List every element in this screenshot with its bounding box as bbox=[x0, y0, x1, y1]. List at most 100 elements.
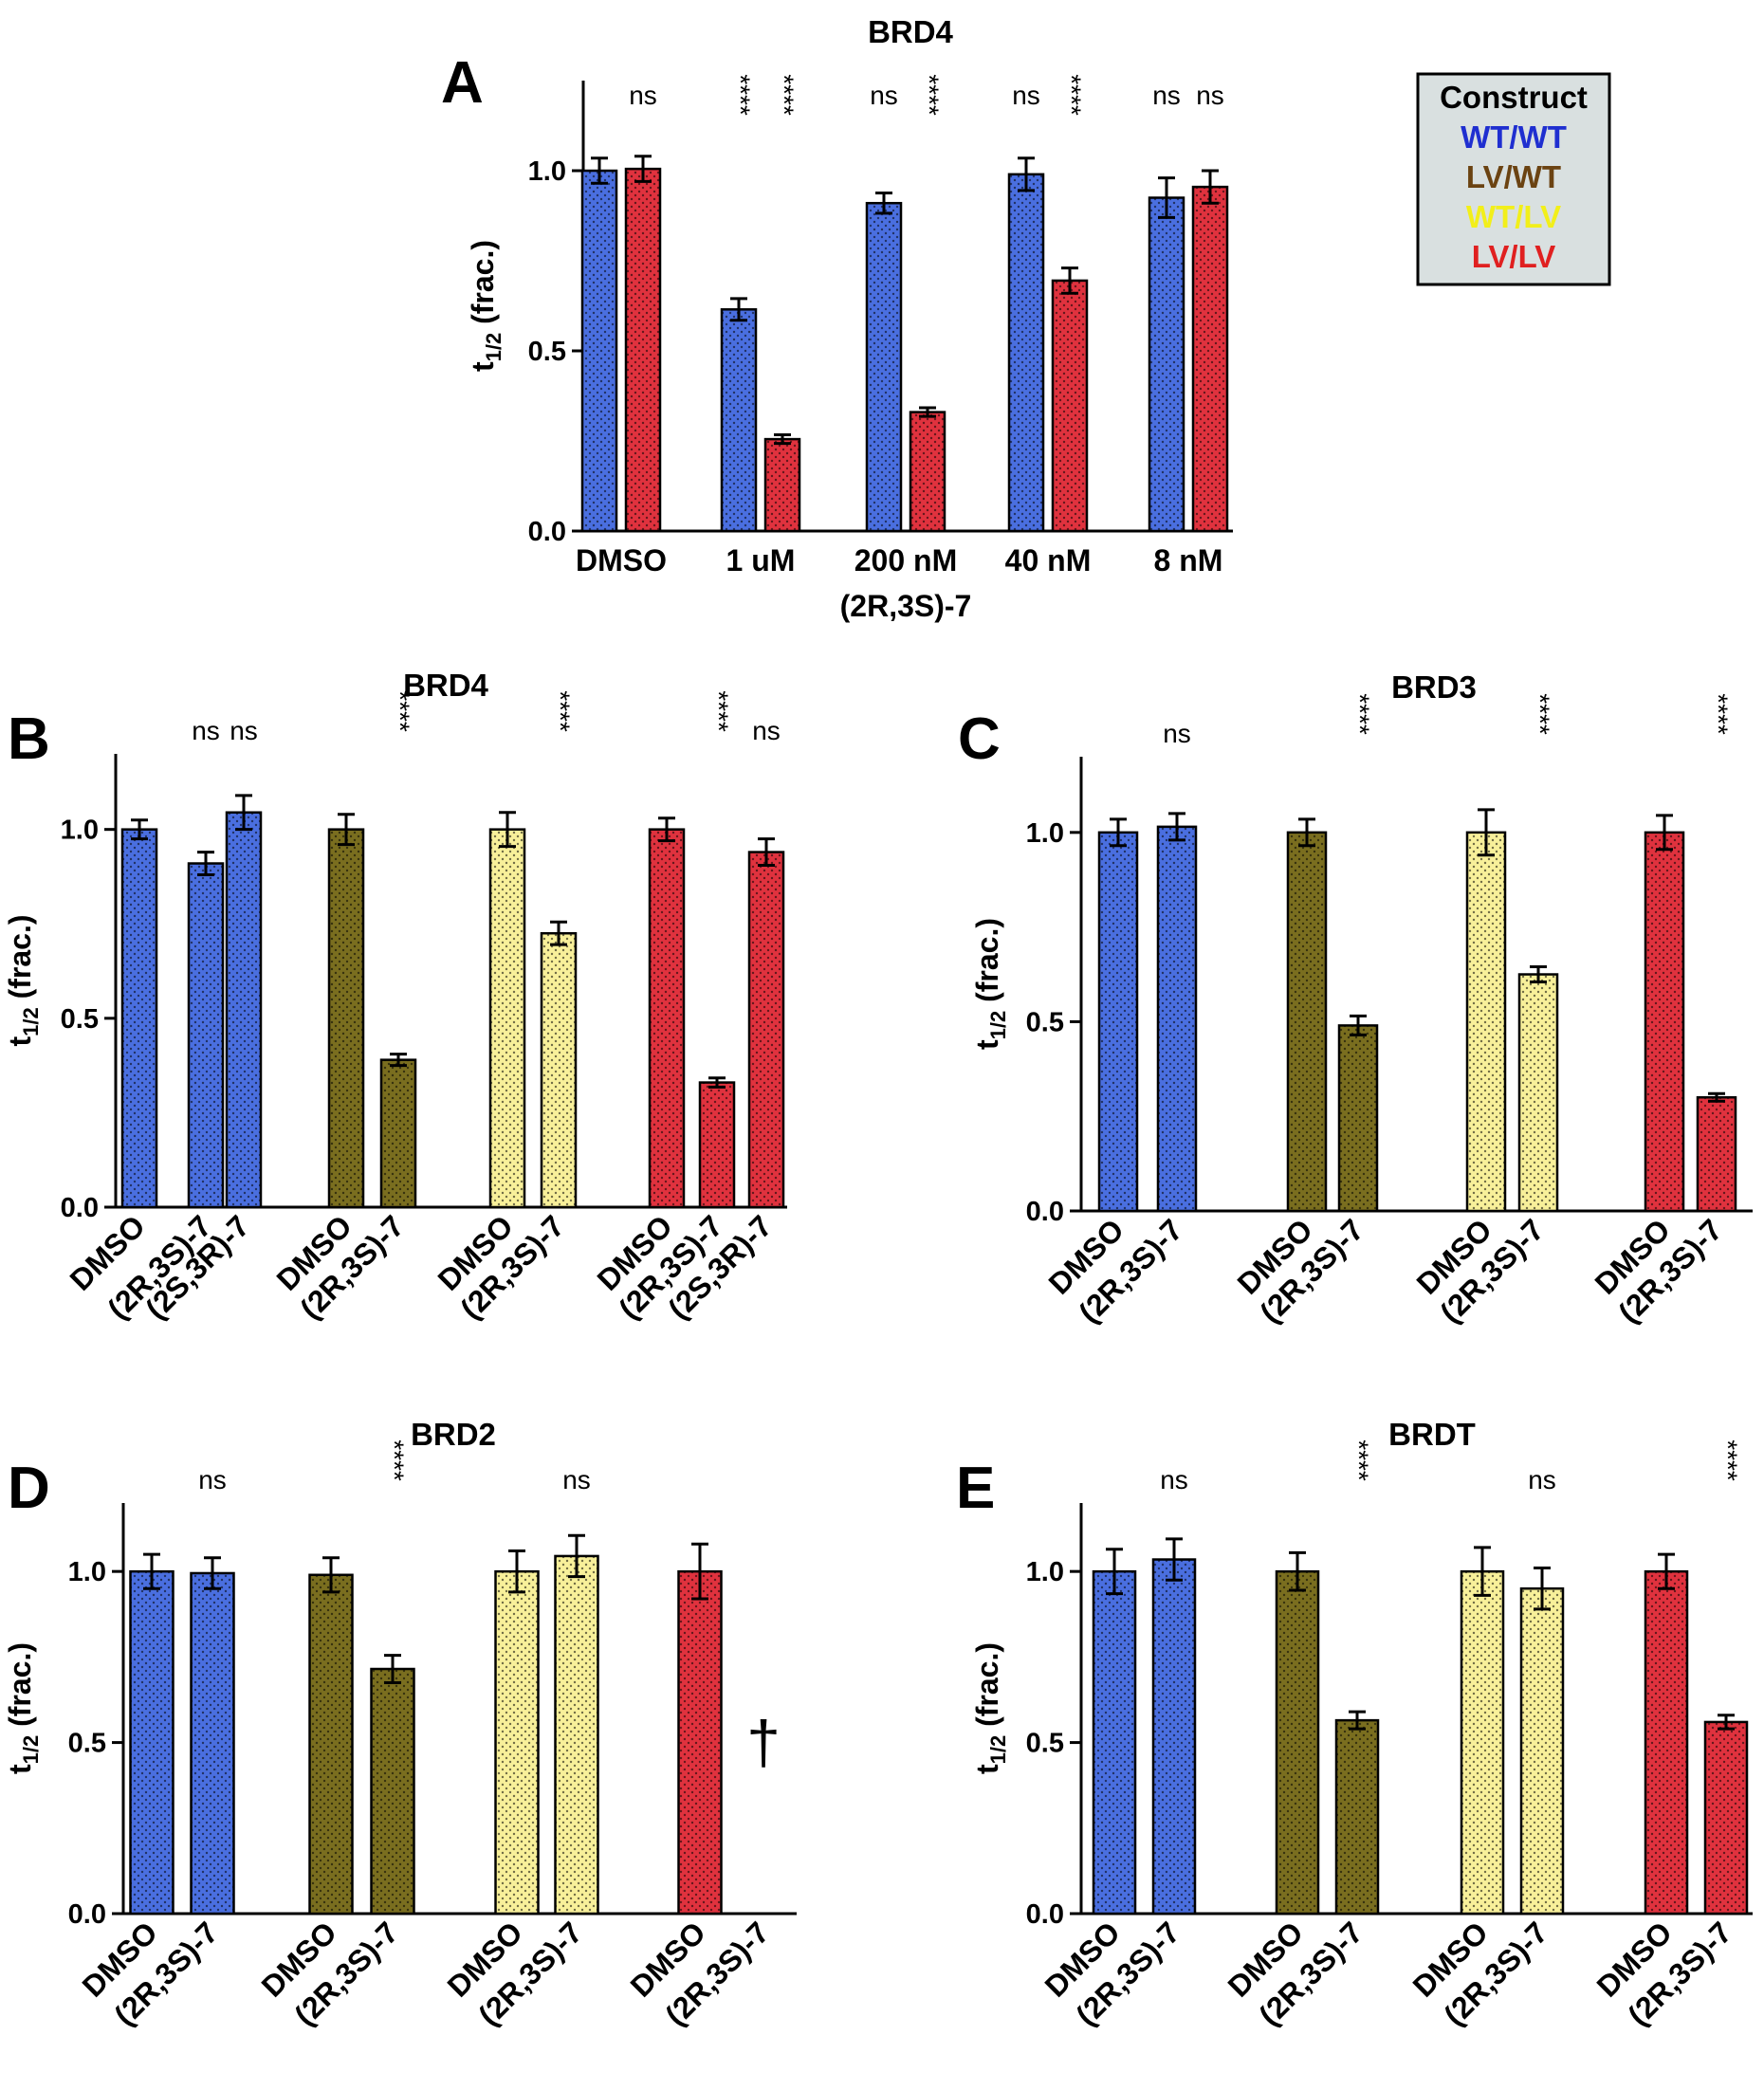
bar-pattern bbox=[1153, 1559, 1195, 1914]
bar-pattern bbox=[1009, 174, 1043, 532]
y-axis-label-main: t bbox=[970, 1039, 1004, 1050]
significance-label: ns bbox=[629, 81, 657, 110]
bar-pattern bbox=[1521, 1588, 1563, 1914]
y-axis-label-main: t bbox=[3, 1764, 37, 1774]
y-axis-label-rest: (frac.) bbox=[3, 1642, 37, 1735]
y-axis-label-sub: 1/2 bbox=[986, 1011, 1010, 1040]
bar-pattern bbox=[1288, 832, 1326, 1211]
panel-letter: C bbox=[958, 706, 1001, 772]
panel-title: BRDT bbox=[1388, 1417, 1476, 1452]
bar-pattern bbox=[1099, 832, 1137, 1211]
bar-pattern bbox=[1519, 974, 1557, 1211]
bar-pattern bbox=[1158, 826, 1196, 1211]
bar-pattern bbox=[1645, 1571, 1687, 1914]
bar-pattern bbox=[1336, 1720, 1378, 1914]
significance-label: ns bbox=[198, 1465, 227, 1494]
y-axis-label-main: t bbox=[3, 1036, 37, 1047]
panel-title: BRD4 bbox=[868, 14, 953, 49]
significance-label: ns bbox=[1196, 81, 1224, 110]
significance-label: ns bbox=[1163, 719, 1191, 748]
bar-pattern bbox=[1053, 280, 1087, 531]
significance-label: ns bbox=[1012, 81, 1040, 110]
y-tick-label: 1.0 bbox=[68, 1557, 106, 1587]
legend-entry: LV/LV bbox=[1472, 239, 1556, 274]
y-axis-label-sub: 1/2 bbox=[19, 1007, 43, 1036]
significance-label: **** bbox=[1346, 693, 1375, 735]
bar-pattern bbox=[1277, 1571, 1318, 1914]
bar-pattern bbox=[1705, 1721, 1747, 1914]
x-tick-label: 200 nM bbox=[854, 543, 957, 578]
y-tick-label: 0.0 bbox=[68, 1899, 106, 1930]
panel-title: BRD3 bbox=[1391, 669, 1477, 705]
y-axis-label-sub: 1/2 bbox=[482, 333, 505, 362]
significance-label: ns bbox=[1152, 81, 1181, 110]
bar-pattern bbox=[582, 171, 616, 531]
y-tick-label: 1.0 bbox=[61, 816, 99, 846]
bar-pattern bbox=[910, 412, 945, 531]
y-tick-label: 0.0 bbox=[61, 1193, 99, 1223]
significance-label: **** bbox=[770, 74, 799, 116]
y-tick-label: 0.5 bbox=[528, 337, 566, 367]
x-tick-label: DMSO bbox=[576, 543, 667, 578]
bar-pattern bbox=[1193, 187, 1227, 531]
bar-pattern bbox=[227, 812, 261, 1207]
y-tick-label: 0.5 bbox=[61, 1004, 99, 1035]
bar-pattern bbox=[1093, 1571, 1135, 1914]
x-tick-label: 40 nM bbox=[1005, 543, 1092, 578]
significance-label: ns bbox=[562, 1465, 591, 1494]
bar-pattern bbox=[1339, 1025, 1377, 1211]
bar-pattern bbox=[1645, 832, 1683, 1211]
panel-letter: B bbox=[8, 706, 50, 772]
significance-label: **** bbox=[1704, 693, 1734, 735]
y-tick-label: 1.0 bbox=[1026, 818, 1064, 849]
bar-pattern bbox=[309, 1574, 353, 1914]
significance-label: **** bbox=[705, 690, 734, 732]
y-axis-label-rest: (frac.) bbox=[970, 918, 1004, 1011]
y-axis-label-rest: (frac.) bbox=[3, 914, 37, 1007]
significance-label: **** bbox=[380, 1439, 410, 1481]
legend: Construct WT/WT LV/WT WT/LV LV/LV bbox=[1416, 72, 1611, 286]
bar-pattern bbox=[1149, 197, 1184, 531]
y-axis-label: t1/2 (frac.) bbox=[3, 914, 43, 1046]
x-tick-label: 1 uM bbox=[726, 543, 796, 578]
legend-entry: LV/WT bbox=[1466, 159, 1561, 194]
significance-label: **** bbox=[915, 74, 945, 116]
y-axis-label-rest: (frac.) bbox=[970, 1642, 1004, 1735]
y-tick-label: 0.5 bbox=[1026, 1007, 1064, 1037]
y-axis-label-main: t bbox=[466, 361, 500, 372]
bar-pattern bbox=[626, 169, 660, 531]
bar-pattern bbox=[555, 1555, 598, 1914]
bar-pattern bbox=[700, 1082, 734, 1207]
panel-title: BRD2 bbox=[411, 1417, 496, 1452]
y-axis-label-sub: 1/2 bbox=[19, 1735, 43, 1765]
y-axis-label: t1/2 (frac.) bbox=[970, 918, 1010, 1050]
legend-title: Construct bbox=[1440, 80, 1588, 115]
significance-label: ns bbox=[1528, 1465, 1556, 1494]
significance-label: **** bbox=[1345, 1439, 1374, 1481]
bar-pattern bbox=[371, 1669, 414, 1914]
significance-label: **** bbox=[386, 690, 415, 732]
significance-label: ns bbox=[1160, 1465, 1188, 1494]
significance-label: ns bbox=[870, 81, 898, 110]
significance-label: **** bbox=[1526, 693, 1555, 735]
significance-label: **** bbox=[1714, 1439, 1743, 1481]
y-tick-label: 0.0 bbox=[1026, 1197, 1064, 1227]
bar-pattern bbox=[1467, 832, 1505, 1211]
x-axis-sublabel: (2R,3S)-7 bbox=[840, 589, 972, 623]
y-tick-label: 0.5 bbox=[68, 1729, 106, 1759]
bar-pattern bbox=[1698, 1097, 1736, 1211]
legend-box bbox=[1416, 72, 1611, 286]
bar-pattern bbox=[122, 829, 156, 1207]
panel-letter: A bbox=[441, 50, 484, 116]
panel-letter: D bbox=[8, 1456, 50, 1521]
y-tick-label: 1.0 bbox=[528, 156, 566, 187]
bar-pattern bbox=[495, 1571, 539, 1914]
bar-pattern bbox=[490, 829, 524, 1207]
significance-label: **** bbox=[1057, 74, 1087, 116]
bar-pattern bbox=[678, 1571, 722, 1914]
